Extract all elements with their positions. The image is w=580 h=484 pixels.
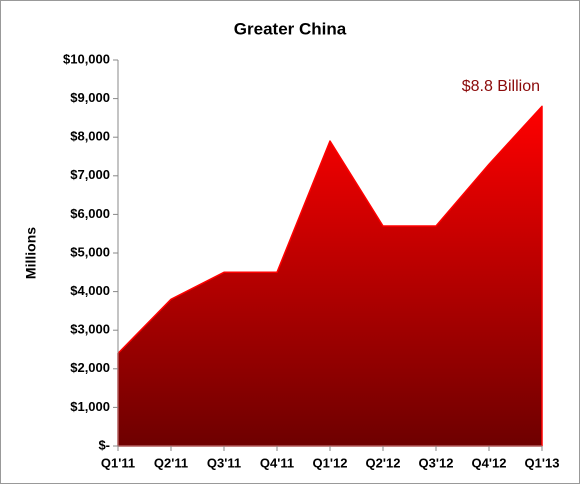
y-tick-label: $2,000 <box>70 360 110 375</box>
y-tick-label: $- <box>98 437 110 452</box>
y-tick-label: $6,000 <box>70 206 110 221</box>
x-tick-label: Q4'12 <box>472 455 507 470</box>
y-tick-label: $1,000 <box>70 399 110 414</box>
x-tick-label: Q1'12 <box>313 455 348 470</box>
x-tick-label: Q2'11 <box>154 455 188 470</box>
y-tick-label: $8,000 <box>70 129 110 144</box>
x-tick-label: Q3'11 <box>207 455 241 470</box>
y-tick-label: $3,000 <box>70 322 110 337</box>
x-tick-label: Q1'13 <box>525 455 560 470</box>
x-tick-label: Q1'11 <box>101 455 135 470</box>
x-tick-label: Q3'12 <box>419 455 454 470</box>
y-axis-label: Millions <box>23 227 39 279</box>
y-tick-label: $9,000 <box>70 90 110 105</box>
annotation: $8.8 Billion <box>462 78 540 95</box>
y-tick-label: $4,000 <box>70 283 110 298</box>
x-tick-label: Q2'12 <box>366 455 401 470</box>
y-tick-label: $10,000 <box>63 51 110 66</box>
y-tick-label: $5,000 <box>70 244 110 259</box>
x-tick-label: Q4'11 <box>260 455 294 470</box>
chart-title: Greater China <box>234 19 347 38</box>
y-tick-label: $7,000 <box>70 167 110 182</box>
